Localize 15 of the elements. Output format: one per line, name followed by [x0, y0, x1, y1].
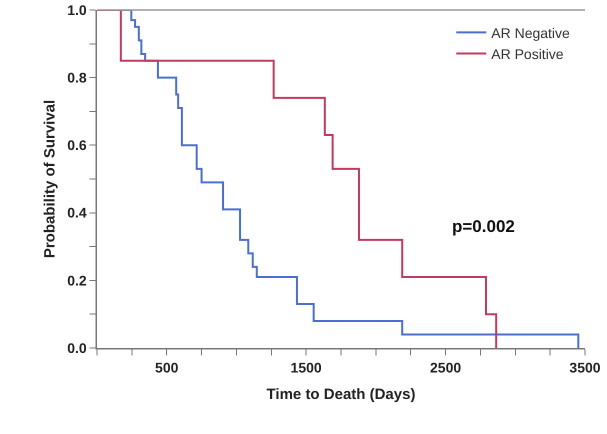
y-tick-label: 0.8: [67, 70, 87, 86]
y-axis-title: Probability of Survival: [42, 100, 59, 258]
x-tick-label: 3500: [569, 359, 601, 376]
x-axis-title: Time to Death (Days): [266, 386, 416, 404]
annotation: p=0.002: [452, 217, 515, 236]
x-tick-label: 2500: [430, 359, 462, 376]
x-tick-label: 500: [155, 359, 179, 376]
y-tick-label: 0.0: [67, 340, 87, 356]
y-tick-label: 0.4: [67, 204, 87, 221]
y-tick-label: 0.6: [67, 137, 87, 154]
y-tick-label: 1.0: [67, 2, 87, 18]
x-tick-label: 1500: [290, 359, 322, 376]
legend-label: AR Negative: [491, 24, 570, 41]
legend-label: AR Positive: [491, 46, 564, 62]
y-tick-label: 0.2: [67, 272, 87, 288]
